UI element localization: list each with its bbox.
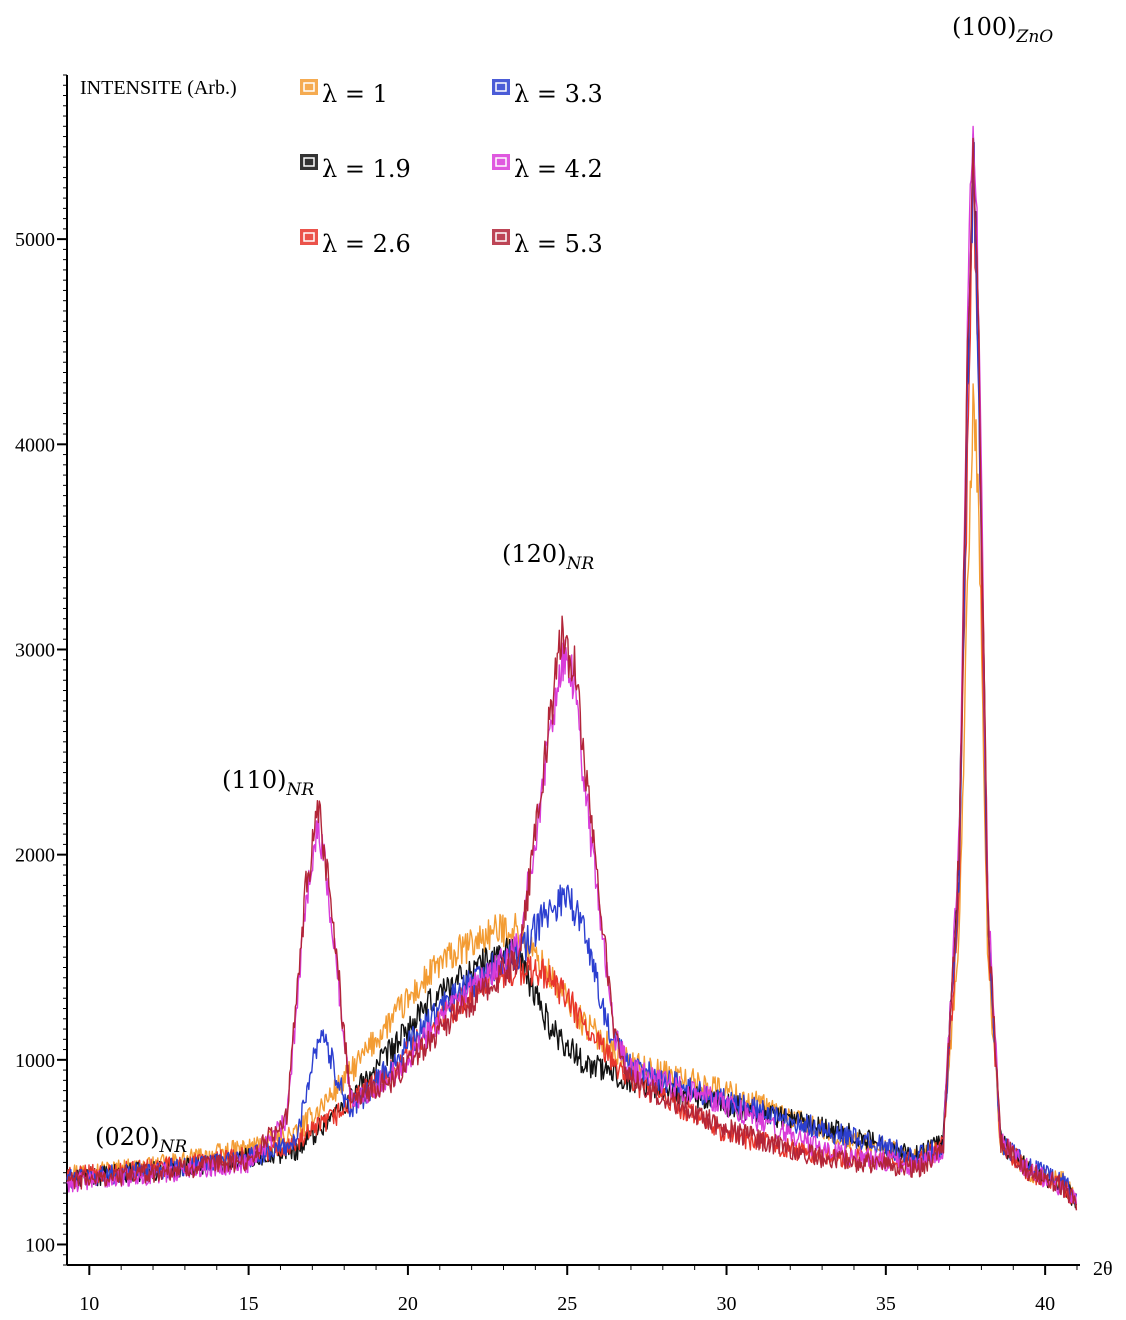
legend-swatch xyxy=(300,154,318,170)
legend-swatch-pattern xyxy=(303,157,315,167)
legend-label: λ = 1.9 xyxy=(322,155,411,183)
x-tick-label: 10 xyxy=(79,1293,99,1315)
series-line xyxy=(66,383,1078,1203)
legend-swatch-pattern xyxy=(303,232,315,242)
legend-label: λ = 3.3 xyxy=(514,80,603,108)
legend-swatch xyxy=(300,229,318,245)
series-line xyxy=(66,178,1078,1210)
legend-swatch-pattern xyxy=(495,232,507,242)
y-tick-label: 100 xyxy=(25,1234,55,1256)
peak-annotation: (020)NR xyxy=(95,1123,187,1157)
legend-swatch xyxy=(300,79,318,95)
series-layer xyxy=(66,125,1078,1211)
series-line xyxy=(66,137,1078,1211)
x-tick-label: 20 xyxy=(398,1293,418,1315)
legend-item: λ = 4.2 xyxy=(492,154,603,183)
peak-annotation: (100)ZnO xyxy=(952,13,1053,47)
legend-item: λ = 1.9 xyxy=(300,154,411,183)
y-tick-label: 2000 xyxy=(15,845,55,867)
legend-item: λ = 1 xyxy=(300,79,388,108)
legend-item: λ = 3.3 xyxy=(492,79,603,108)
legend-label: λ = 4.2 xyxy=(514,155,603,183)
y-tick-label: 3000 xyxy=(15,639,55,661)
x-ticks: 10 15 20 25 30 35 40 xyxy=(79,1265,1055,1315)
y-tick-label: 1000 xyxy=(15,1050,55,1072)
x-tick-label: 15 xyxy=(239,1293,259,1315)
series-line xyxy=(66,125,1078,1205)
y-tick-label: 5000 xyxy=(15,229,55,251)
legend: λ = 1 λ = 1.9 λ = 2.6 λ = 3.3 λ = 4.2 λ = 5.3 xyxy=(300,79,603,258)
legend-swatch xyxy=(492,229,510,245)
y-ticks: 100 1000 2000 3000 4000 5000 xyxy=(15,229,67,1256)
x-tick-label: 40 xyxy=(1035,1293,1055,1315)
x-axis-title: 2θ xyxy=(1093,1258,1113,1280)
x-tick-label: 30 xyxy=(717,1293,737,1315)
legend-swatch-pattern xyxy=(303,82,315,92)
peak-annotation: (110)NR xyxy=(222,766,314,800)
annotations: (100)ZnO (120)NR (110)NR (020)NR xyxy=(95,13,1053,1157)
legend-label: λ = 1 xyxy=(322,80,388,108)
peak-annotation: (120)NR xyxy=(502,540,594,574)
legend-item: λ = 5.3 xyxy=(492,229,603,258)
legend-item: λ = 2.6 xyxy=(300,229,411,258)
legend-swatch xyxy=(492,154,510,170)
x-tick-label: 35 xyxy=(876,1293,896,1315)
y-axis-title: INTENSITE (Arb.) xyxy=(80,77,237,99)
legend-label: λ = 2.6 xyxy=(322,230,411,258)
legend-swatch xyxy=(492,79,510,95)
legend-label: λ = 5.3 xyxy=(514,230,603,258)
legend-swatch-pattern xyxy=(495,157,507,167)
axes: 10 15 20 25 30 35 40 100 1000 2000 3000 4000 5000 xyxy=(15,74,1080,1315)
y-tick-label: 4000 xyxy=(15,434,55,456)
legend-swatch-pattern xyxy=(495,82,507,92)
x-tick-label: 25 xyxy=(557,1293,577,1315)
